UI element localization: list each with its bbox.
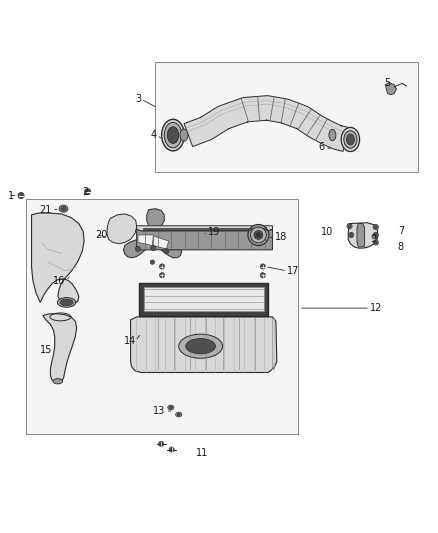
Circle shape (159, 264, 165, 269)
Ellipse shape (60, 299, 73, 306)
Text: 6: 6 (319, 142, 325, 152)
Text: 17: 17 (287, 266, 299, 276)
Circle shape (135, 246, 141, 252)
Ellipse shape (347, 223, 352, 229)
Polygon shape (385, 83, 396, 95)
Ellipse shape (186, 338, 215, 354)
Text: 7: 7 (398, 225, 404, 236)
Ellipse shape (373, 240, 378, 245)
Polygon shape (348, 223, 378, 248)
Text: 12: 12 (370, 303, 382, 313)
Ellipse shape (248, 224, 269, 246)
Ellipse shape (53, 378, 63, 384)
Bar (144, 287, 264, 311)
Text: 19: 19 (208, 228, 220, 237)
Polygon shape (184, 96, 349, 151)
Ellipse shape (59, 205, 68, 212)
Ellipse shape (162, 119, 184, 151)
Polygon shape (124, 209, 182, 258)
Text: 2: 2 (82, 187, 88, 197)
Ellipse shape (180, 129, 188, 141)
Ellipse shape (374, 233, 377, 237)
Text: 13: 13 (153, 406, 166, 416)
Ellipse shape (349, 232, 354, 238)
Ellipse shape (348, 225, 351, 228)
Text: 11: 11 (196, 448, 208, 458)
Ellipse shape (167, 127, 179, 143)
Circle shape (260, 273, 265, 278)
Text: 18: 18 (275, 232, 287, 242)
Ellipse shape (169, 406, 172, 409)
Text: 3: 3 (135, 94, 141, 104)
Ellipse shape (341, 127, 360, 151)
Text: 14: 14 (124, 336, 136, 346)
Ellipse shape (164, 123, 182, 148)
Ellipse shape (346, 134, 354, 145)
Ellipse shape (373, 232, 378, 238)
Circle shape (159, 441, 164, 447)
Text: 9: 9 (370, 235, 376, 244)
Ellipse shape (179, 334, 223, 358)
Ellipse shape (251, 227, 266, 243)
Circle shape (85, 189, 91, 195)
Text: 5: 5 (384, 77, 390, 87)
Ellipse shape (256, 233, 261, 237)
Ellipse shape (254, 231, 263, 239)
Polygon shape (131, 317, 277, 373)
Text: 20: 20 (95, 230, 108, 240)
Circle shape (260, 264, 265, 269)
Polygon shape (153, 236, 169, 249)
Bar (26, 199, 298, 434)
Polygon shape (357, 223, 364, 247)
Ellipse shape (176, 412, 182, 417)
Circle shape (150, 260, 155, 264)
Polygon shape (138, 235, 153, 246)
Polygon shape (43, 314, 77, 383)
Bar (155, 62, 418, 172)
Circle shape (164, 248, 169, 254)
Ellipse shape (350, 233, 353, 237)
Text: 15: 15 (40, 345, 53, 355)
Polygon shape (32, 213, 84, 304)
Ellipse shape (61, 206, 66, 211)
Text: 16: 16 (53, 276, 66, 286)
Text: 4: 4 (151, 130, 157, 140)
Text: 10: 10 (321, 228, 333, 237)
Text: 8: 8 (398, 242, 404, 252)
Text: 1: 1 (8, 190, 14, 200)
Polygon shape (107, 214, 137, 244)
Circle shape (159, 273, 165, 278)
Text: 21: 21 (39, 205, 52, 215)
Ellipse shape (168, 405, 174, 410)
Bar (139, 282, 268, 316)
Ellipse shape (344, 131, 357, 148)
Polygon shape (143, 228, 266, 230)
Polygon shape (137, 226, 272, 231)
Ellipse shape (374, 241, 377, 244)
Circle shape (18, 192, 24, 199)
Ellipse shape (373, 224, 378, 230)
Ellipse shape (329, 130, 336, 141)
Circle shape (151, 246, 156, 251)
Ellipse shape (57, 297, 76, 307)
Polygon shape (137, 229, 272, 250)
Circle shape (169, 447, 174, 452)
Ellipse shape (177, 413, 180, 416)
Ellipse shape (374, 225, 377, 229)
